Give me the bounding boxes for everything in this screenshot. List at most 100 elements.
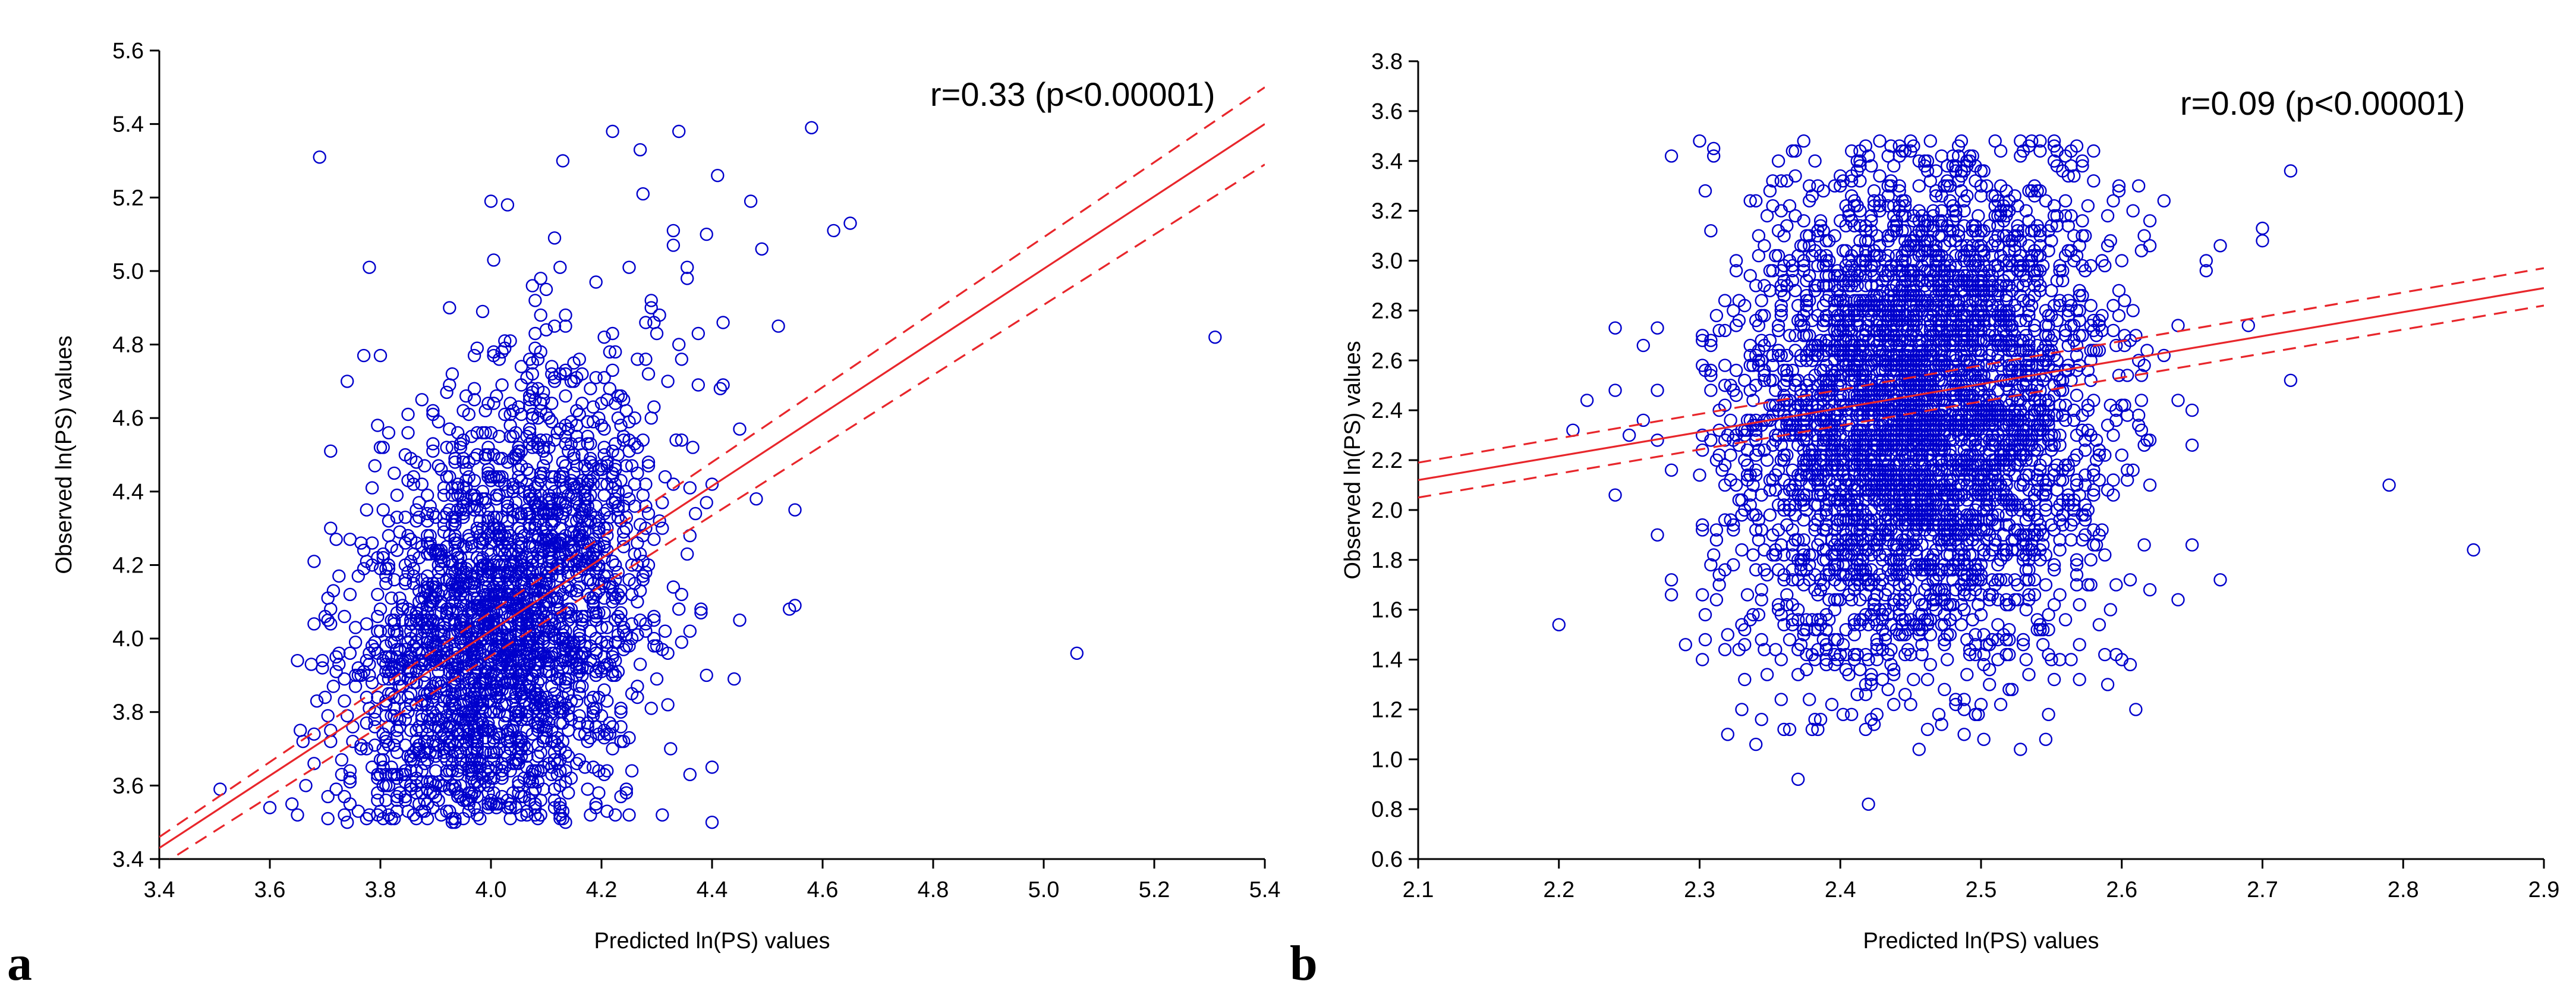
data-point [500, 543, 515, 557]
data-point [1738, 638, 1752, 652]
data-point [343, 775, 357, 789]
data-point [616, 540, 631, 553]
data-point [1969, 707, 1982, 722]
data-point [559, 429, 572, 443]
y-axis-title: Observed ln(PS) values [1340, 341, 1365, 579]
data-point [1887, 697, 1901, 712]
data-point [429, 510, 443, 524]
data-point [1865, 668, 1878, 681]
data-point [1920, 722, 1935, 737]
data-point [440, 385, 454, 400]
confidence-lower-line [169, 163, 1265, 859]
data-point [2081, 199, 2095, 213]
data-point [484, 426, 498, 440]
data-point [1813, 483, 1828, 497]
data-point [647, 609, 661, 624]
data-point [531, 441, 545, 454]
data-point [539, 724, 553, 737]
data-point [1771, 348, 1785, 363]
data-point [1991, 239, 2005, 253]
data-point [581, 437, 594, 451]
data-point [1808, 428, 1822, 442]
data-point [393, 525, 407, 539]
data-point [705, 815, 719, 829]
data-point [1923, 134, 1938, 148]
data-point [575, 617, 589, 631]
data-point [545, 646, 559, 660]
data-point [473, 702, 487, 715]
data-point [2106, 323, 2120, 338]
data-point [1923, 658, 1938, 672]
data-point [307, 555, 321, 568]
data-point [2087, 488, 2101, 502]
data-point [2073, 239, 2086, 253]
data-point [589, 540, 603, 553]
data-point [528, 690, 542, 704]
data-point [418, 793, 432, 807]
data-point [445, 661, 459, 675]
data-point [619, 510, 634, 524]
data-point [661, 375, 675, 388]
x-tick-label: 2.9 [2528, 877, 2560, 902]
data-point [454, 621, 468, 634]
data-point [564, 540, 578, 553]
y-tick-label: 3.8 [1371, 49, 1403, 74]
data-point [415, 477, 429, 491]
data-point [462, 793, 475, 807]
data-point [1839, 647, 1853, 662]
data-point [572, 407, 586, 421]
data-point [2027, 289, 2042, 303]
data-point [432, 720, 445, 734]
data-point [2118, 338, 2131, 353]
data-point [1985, 239, 1999, 253]
data-point [606, 363, 619, 377]
data-point [1850, 269, 1864, 282]
data-point [1985, 428, 1999, 442]
data-point [443, 470, 456, 484]
data-point [1766, 528, 1780, 542]
correlation-annotation: r=0.33 (p<0.00001) [930, 76, 1215, 113]
data-point [429, 764, 443, 778]
data-point [357, 543, 371, 557]
data-point [445, 367, 459, 381]
data-point [503, 397, 517, 410]
data-point [475, 551, 490, 565]
data-point [420, 646, 434, 660]
data-point [1980, 358, 1994, 372]
data-point [503, 687, 517, 701]
data-point [1763, 264, 1777, 278]
data-point [500, 499, 515, 513]
data-point [1865, 259, 1878, 273]
data-point [1920, 672, 1935, 687]
data-point [321, 811, 335, 826]
data-point [534, 272, 547, 285]
data-point [603, 382, 617, 395]
data-point [492, 636, 506, 649]
data-point [589, 565, 603, 579]
data-point [481, 628, 495, 642]
data-point [575, 367, 589, 381]
data-point [492, 668, 506, 682]
data-point [373, 624, 388, 638]
data-point [1904, 697, 1917, 712]
data-point [559, 624, 572, 638]
data-point [622, 260, 636, 274]
data-point [410, 609, 423, 624]
data-point [2022, 588, 2036, 602]
data-point [570, 757, 584, 770]
y-tick-label: 5.4 [112, 112, 144, 137]
data-point [1833, 578, 1847, 592]
data-point [597, 767, 611, 782]
data-point [631, 353, 644, 366]
data-point [2112, 369, 2126, 382]
data-point [666, 580, 681, 594]
panel-letter: a [7, 936, 32, 991]
data-point [547, 801, 562, 814]
data-point [1972, 209, 1985, 223]
data-point [467, 584, 481, 597]
data-point [338, 672, 351, 686]
data-point [545, 694, 559, 708]
data-point [307, 617, 321, 631]
data-point [329, 665, 343, 678]
y-tick-label: 1.2 [1371, 697, 1403, 722]
